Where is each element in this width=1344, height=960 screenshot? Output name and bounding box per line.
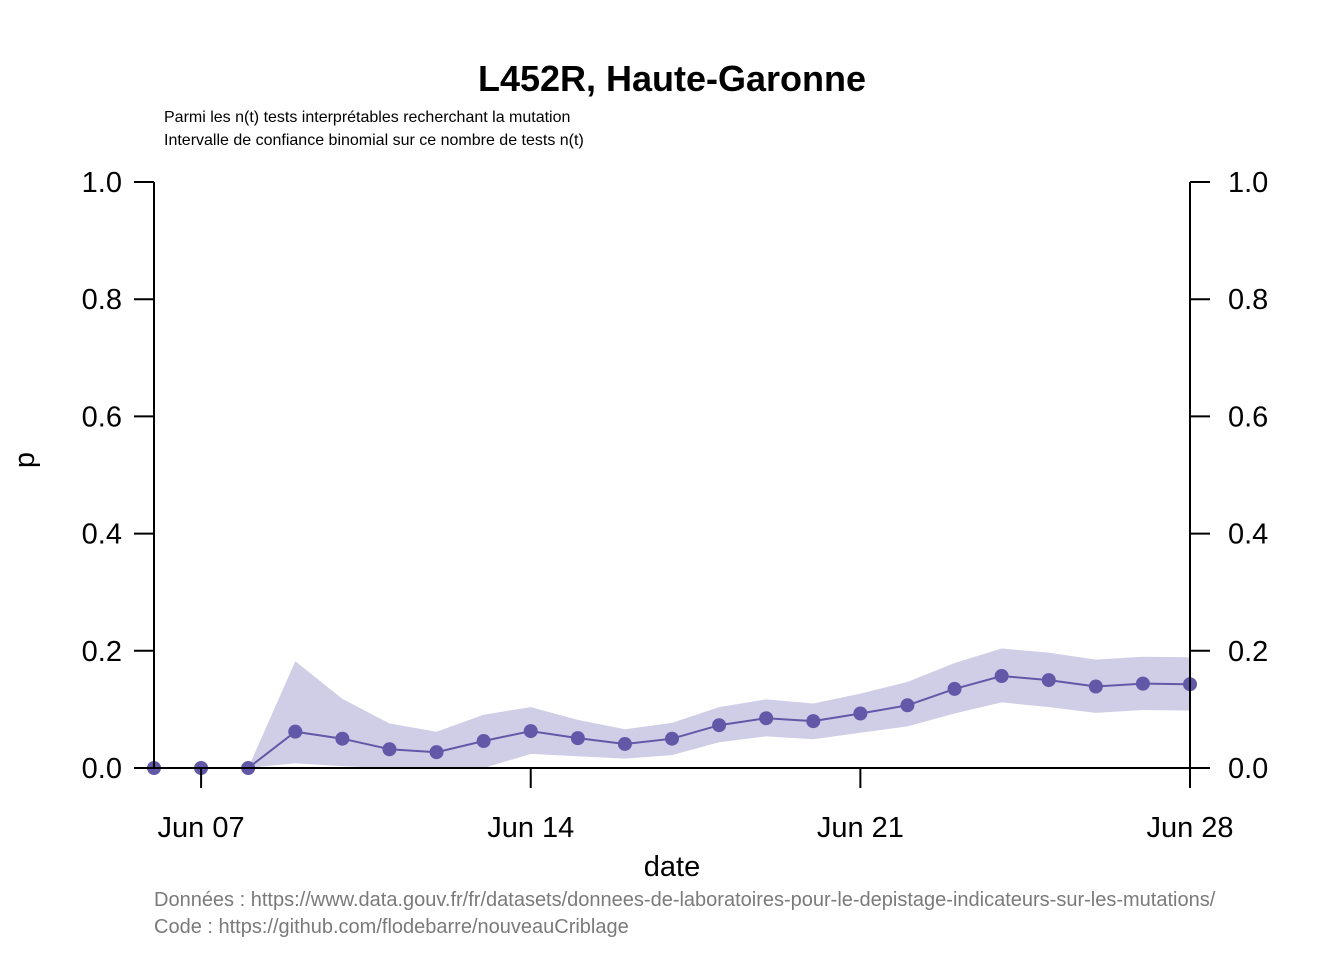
footer-code-source: Code : https://github.com/flodebarre/nou… (154, 916, 629, 938)
y-tick-left-label: 0.8 (82, 284, 122, 316)
y-tick-right-label: 1.0 (1228, 167, 1268, 199)
data-point (994, 668, 1009, 683)
y-tick-right-label: 0.6 (1228, 401, 1268, 433)
y-tick-right-label: 0.4 (1228, 519, 1268, 551)
data-point (947, 681, 962, 696)
data-point (617, 736, 632, 751)
data-point (712, 718, 727, 733)
data-point (570, 731, 585, 746)
y-tick-left-label: 0.4 (82, 519, 122, 551)
y-tick-left-label: 0.6 (82, 401, 122, 433)
y-ticks: 0.0 0.0 0.2 0.2 0.4 0.4 0.6 0.6 0.8 0.8 1.0 1.0 (82, 167, 1269, 785)
x-axis-title: date (644, 851, 700, 883)
data-point (288, 724, 303, 739)
x-tick-label: Jun 21 (817, 812, 904, 844)
x-tick-label: Jun 28 (1146, 812, 1233, 844)
data-point (335, 731, 350, 746)
chart-title: L452R, Haute-Garonne (478, 58, 866, 99)
confidence-interval-band (154, 648, 1190, 768)
data-point (476, 734, 491, 749)
data-point (665, 731, 679, 746)
data-point (1088, 679, 1103, 694)
data-point (806, 714, 821, 729)
data-point (900, 698, 915, 713)
chart-subtitle-1: Parmi les n(t) tests interprétables rech… (164, 109, 570, 126)
y-tick-left-label: 0.0 (82, 753, 122, 785)
data-point (759, 711, 774, 726)
data-point (1135, 676, 1150, 691)
x-tick-label: Jun 07 (158, 812, 245, 844)
data-point (382, 742, 397, 757)
footer-data-source: Données : https://www.data.gouv.fr/fr/da… (154, 889, 1216, 911)
data-point (853, 706, 868, 721)
data-point (1041, 673, 1056, 688)
data-point (523, 724, 538, 739)
y-tick-left-label: 0.2 (82, 636, 122, 668)
data-point (429, 745, 444, 760)
x-ticks: Jun 07 Jun 14 Jun 21 Jun 28 (158, 768, 1234, 844)
y-tick-left-label: 1.0 (82, 167, 122, 199)
y-tick-right-label: 0.2 (1228, 636, 1268, 668)
y-tick-right-label: 0.8 (1228, 284, 1268, 316)
x-tick-label: Jun 14 (487, 812, 574, 844)
chart-subtitle-2: Intervalle de confiance binomial sur ce … (164, 132, 584, 149)
y-axis-title: p (9, 452, 41, 468)
y-tick-right-label: 0.0 (1228, 753, 1268, 785)
